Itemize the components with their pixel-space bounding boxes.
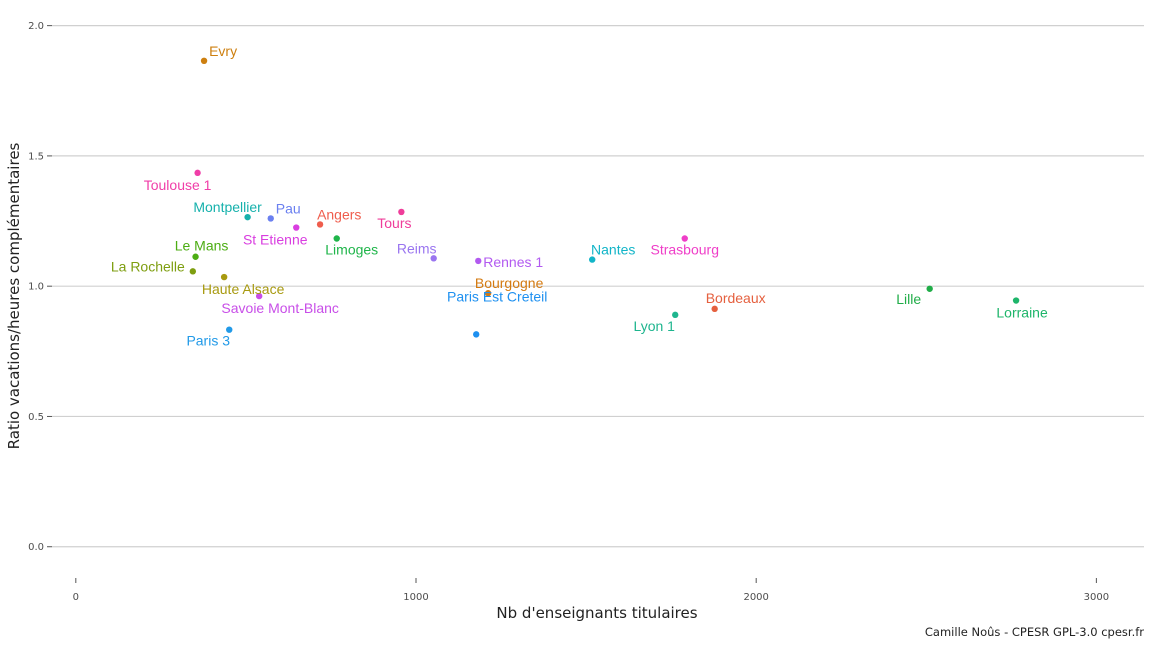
- data-point: [672, 311, 679, 319]
- data-point: [926, 285, 933, 292]
- data-points: [189, 57, 1020, 338]
- data-point: [244, 213, 251, 221]
- data-point: [1012, 297, 1020, 304]
- data-point-label: La Rochelle: [111, 258, 185, 274]
- data-point: [681, 235, 688, 242]
- data-point: [194, 169, 201, 177]
- x-axis-title: Nb d'enseignants titulaires: [496, 604, 697, 622]
- data-point: [267, 215, 274, 222]
- data-point-label: Nantes: [591, 242, 635, 258]
- data-point: [293, 224, 300, 231]
- y-tick-label: 0.0: [28, 542, 44, 553]
- x-tick-label: 3000: [1084, 592, 1109, 603]
- y-tick-label: 1.5: [28, 151, 44, 162]
- data-point-label: Pau: [276, 200, 301, 216]
- data-point: [589, 256, 596, 263]
- x-axis-ticks: 0 1000 2000 3000: [73, 578, 1109, 603]
- data-point-label: Lorraine: [996, 305, 1048, 321]
- data-point: [333, 235, 340, 242]
- data-point: [189, 268, 197, 275]
- data-point: [475, 257, 482, 265]
- data-point-labels: Evry Toulouse 1 Montpellier Pau St Etienne An…: [111, 43, 1048, 349]
- y-tick-label: 1.0: [28, 282, 44, 293]
- data-point-label: Lyon 1: [633, 318, 675, 334]
- data-point: [430, 255, 437, 262]
- data-point-label: Tours: [377, 215, 411, 231]
- data-point: [220, 273, 228, 281]
- data-point-label: St Etienne: [243, 232, 308, 248]
- data-point: [711, 305, 718, 313]
- data-point: [473, 331, 480, 338]
- y-axis-title: Ratio vacations/heures complémentaires: [5, 142, 23, 449]
- data-point-label: Rennes 1: [483, 254, 543, 270]
- data-point-label: Strasbourg: [651, 242, 719, 258]
- data-point: [226, 326, 233, 333]
- data-point: [316, 221, 324, 228]
- y-tick-label: 0.5: [28, 412, 44, 423]
- data-point-label: Le Mans: [175, 238, 229, 254]
- x-tick-label: 0: [73, 592, 79, 603]
- data-point-label: Bourgogne: [475, 275, 544, 291]
- data-point-label: Bordeaux: [706, 290, 766, 306]
- gridlines: [52, 25, 1144, 548]
- data-point-label: Limoges: [325, 242, 378, 258]
- data-point-label: Paris Est Creteil: [447, 288, 547, 304]
- data-point: [484, 290, 492, 297]
- data-point-label: Paris 3: [186, 333, 230, 349]
- data-point: [200, 57, 208, 65]
- data-point: [398, 208, 405, 216]
- data-point: [255, 292, 263, 300]
- data-point-label: Evry: [209, 43, 237, 59]
- data-point-label: Lille: [896, 291, 921, 307]
- data-point-label: Angers: [317, 206, 361, 222]
- data-point-label: Montpellier: [193, 199, 262, 215]
- y-axis-ticks: 0.0 0.5 1.0 1.5 2.0: [28, 21, 52, 553]
- x-tick-label: 1000: [403, 592, 428, 603]
- data-point: [192, 253, 199, 260]
- data-point-label: Haute Alsace: [202, 281, 285, 297]
- data-point-label: Savoie Mont-Blanc: [221, 300, 339, 316]
- x-tick-label: 2000: [743, 592, 768, 603]
- data-point-label: Reims: [397, 240, 437, 256]
- source-caption: Camille Noûs - CPESR GPL-3.0 cpesr.fr: [924, 625, 1144, 639]
- data-point-label: Toulouse 1: [144, 177, 212, 193]
- y-tick-label: 2.0: [28, 21, 44, 32]
